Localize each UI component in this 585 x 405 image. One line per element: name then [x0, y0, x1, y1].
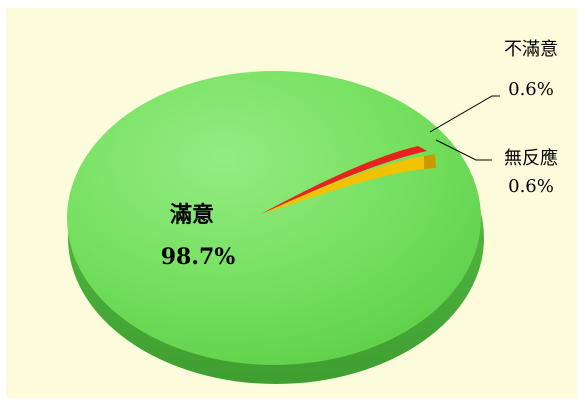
slice-label-no-response: 無反應: [504, 147, 558, 169]
slice-label-dissatisfied: 不滿意: [504, 39, 558, 60]
leader-line-dissatisfied: [429, 95, 500, 133]
pie-slice-satisfied: [67, 71, 481, 365]
slice-value-dissatisfied: 0.6%: [508, 79, 554, 100]
leader-line-no-response: [435, 139, 492, 161]
pie-slice-dissatisfied: [261, 146, 427, 214]
pie-chart: 滿意 98.7% 不滿意 0.6% 無反應 0.6%: [67, 39, 558, 384]
chart-frame: 滿意 98.7% 不滿意 0.6% 無反應 0.6%: [6, 8, 577, 398]
slice-label-satisfied: 滿意: [170, 202, 214, 228]
pie-slice-no-response-side: [424, 154, 436, 169]
slice-value-satisfied: 98.7%: [161, 244, 236, 270]
slice-value-no-response: 0.6%: [508, 176, 554, 197]
pie-slice-no-response: [261, 154, 436, 214]
